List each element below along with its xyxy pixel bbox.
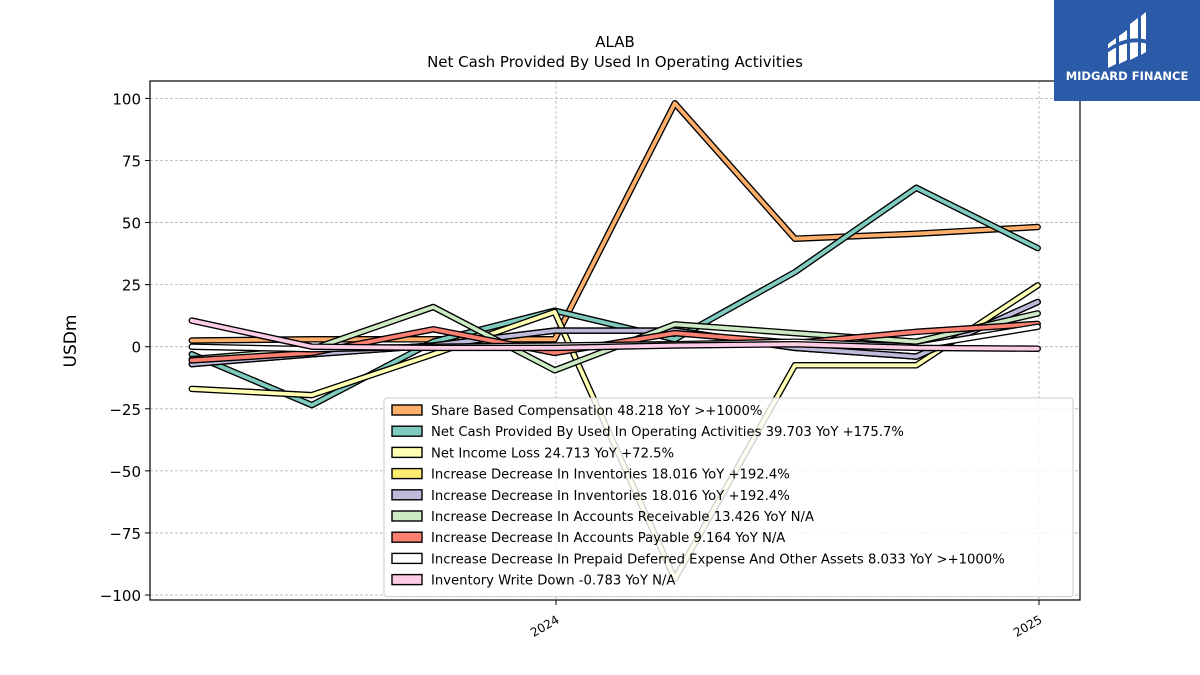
legend-item: Increase Decrease In Inventories 18.016 …: [391, 467, 790, 483]
legend-label: Net Income Loss 24.713 YoY +72.5%: [431, 446, 674, 461]
series-line-stroke: [189, 300, 1040, 367]
legend-swatch: [391, 489, 423, 501]
series-line-stroke: [189, 185, 1040, 408]
legend-swatch: [391, 510, 423, 522]
brand-logo: MIDGARD FINANCE: [1054, 0, 1200, 101]
y-tick-label: −50: [109, 463, 141, 481]
legend-item: Net Income Loss 24.713 YoY +72.5%: [391, 446, 674, 461]
series-line: [188, 184, 1041, 409]
legend-label: Increase Decrease In Inventories 18.016 …: [431, 468, 790, 483]
y-tick-label: −75: [109, 525, 141, 543]
legend-item: Increase Decrease In Prepaid Deferred Ex…: [391, 552, 1005, 567]
legend-label: Increase Decrease In Prepaid Deferred Ex…: [431, 552, 1005, 567]
x-tick-label: 2024: [528, 612, 561, 639]
legend-label: Increase Decrease In Accounts Payable 9.…: [431, 531, 785, 546]
y-tick-label: −25: [109, 401, 141, 419]
y-tick-label: 50: [122, 215, 141, 233]
legend-swatch: [391, 573, 423, 586]
x-tick-label: 2025: [1011, 612, 1044, 639]
legend-label: Share Based Compensation 48.218 YoY >+10…: [431, 404, 762, 419]
legend-swatch: [391, 552, 423, 565]
legend-item: Inventory Write Down -0.783 YoY N/A: [391, 573, 675, 589]
series-line: [188, 100, 1041, 344]
series-line-stroke: [189, 318, 1040, 351]
y-tick-label: −100: [100, 587, 141, 605]
logo-mark-icon: [1106, 12, 1148, 68]
legend-item: Increase Decrease In Accounts Payable 9.…: [391, 531, 785, 546]
legend-item: Increase Decrease In Accounts Receivable…: [391, 510, 814, 525]
legend-item: Net Cash Provided By Used In Operating A…: [391, 425, 904, 440]
legend-label: Net Cash Provided By Used In Operating A…: [431, 425, 904, 440]
legend-swatch: [391, 404, 423, 416]
legend-label: Inventory Write Down -0.783 YoY N/A: [431, 574, 675, 589]
legend-box: [383, 397, 1074, 598]
legend-swatch: [391, 467, 423, 480]
chart-subtitle: Net Cash Provided By Used In Operating A…: [427, 53, 803, 71]
plot-frame: [149, 80, 1081, 601]
series-line-stroke: [189, 101, 1040, 343]
y-tick-label: 75: [122, 152, 141, 170]
legend-swatch: [391, 425, 423, 437]
y-tick-label: 25: [122, 277, 141, 295]
brand-name: MIDGARD FINANCE: [1065, 69, 1189, 83]
y-tick-label: 100: [112, 90, 141, 108]
series-layer: [188, 100, 1041, 583]
series-line: [188, 317, 1041, 352]
legend-label: Increase Decrease In Inventories 18.016 …: [431, 489, 790, 504]
legend-swatch: [391, 531, 423, 543]
y-axis-label: USDm: [61, 315, 81, 368]
legend-item: Share Based Compensation 48.218 YoY >+10…: [391, 404, 762, 419]
series-line: [188, 298, 1041, 368]
legend: Share Based Compensation 48.218 YoY >+10…: [383, 397, 1074, 598]
chart-title: ALAB: [595, 33, 635, 51]
legend-label: Increase Decrease In Accounts Receivable…: [431, 510, 814, 525]
y-tick-label: 0: [131, 339, 141, 357]
legend-item: Increase Decrease In Inventories 18.016 …: [391, 489, 790, 504]
legend-swatch: [391, 446, 423, 459]
